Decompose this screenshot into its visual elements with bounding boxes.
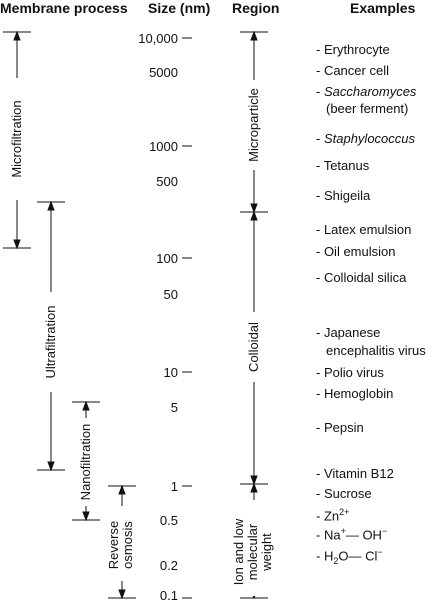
size-tick-label: 50 [163,287,178,302]
size-tick-label: 100 [156,251,178,266]
example-h2o-cl: - H2O— Cl− [316,545,383,569]
example-oh-sup: − [381,526,388,536]
ultrafiltration-label: Ultrafiltration [43,295,58,389]
nanofiltration-label: Nanofiltration [78,419,93,505]
ultrafiltration-arrow-down [47,461,55,472]
nanofiltration-arrow-down [82,511,90,522]
example-colloidal-silica: - Colloidal silica [316,270,407,285]
reverse-osmosis-label-line2: osmosis [120,521,135,569]
size-tick-label: 0.2 [159,558,178,573]
reverse-osmosis-label: Reverse osmosis [106,509,137,581]
example-staphylococcus-name: Staphylococcus [323,131,416,146]
ionic-label: Ion and low molecular weight [231,508,276,596]
example-hemoglobin: - Hemoglobin [316,386,394,401]
ionic-label-line2: molecular [245,523,260,581]
example-staphylococcus: - Staphylococcus [316,131,415,146]
example-na-oh: - Na+— OH− [316,524,387,542]
microfiltration-arrow-up [13,30,21,41]
header-membrane-process: Membrane process [0,0,128,16]
example-shigeila: - Shigeila [316,188,371,203]
example-japanese: - Japanese [316,325,381,340]
example-encephalitis-virus: encephalitis virus [326,343,426,358]
example-saccharomyces: - Saccharomyces [316,84,416,99]
example-sucrose: - Sucrose [316,486,372,501]
size-tick-label: 500 [156,174,178,189]
ionic-label-line1: Ion and low [231,518,246,586]
colloidal-arrow-up [250,210,258,221]
example-zinc-text: - Zn [316,508,340,524]
reverse-osmosis-arrow-down [118,589,126,600]
size-tick-label: 1000 [149,139,178,154]
size-tick-label: 0.1 [159,588,178,603]
example-na-text: - Na [316,527,341,543]
reverse-osmosis-label-line1: Reverse [106,520,121,570]
example-h2o-sub: 2 [333,555,339,566]
example-polio-virus: - Polio virus [316,365,384,380]
example-saccharomyces-name: Saccharomyces [323,84,417,99]
example-tetanus: - Tetanus [316,158,370,173]
size-tick-label: 10 [163,365,178,380]
microfiltration-label: Microfiltration [9,93,24,185]
nanofiltration-arrow-up [82,400,90,411]
size-tick-label: 0.5 [159,513,178,528]
header-region: Region [232,0,280,16]
example-h2o-prefix: - H [316,548,334,564]
example-na-sup: + [340,526,346,536]
header-size: Size (nm) [148,0,211,16]
example-vitamin-b12: - Vitamin B12 [316,466,394,481]
example-oh-text: — OH [345,527,382,543]
ultrafiltration-arrow-up [47,200,55,211]
size-tick-label: 1 [170,479,178,494]
example-oil-emulsion: - Oil emulsion [316,244,396,259]
example-staphylococcus-dash: - [316,131,324,146]
microparticle-label: Microparticle [246,82,261,168]
example-cancer-cell: - Cancer cell [316,63,389,78]
example-pepsin: - Pepsin [316,420,364,435]
microfiltration-arrow-down [13,239,21,250]
colloidal-arrow-down [250,475,258,486]
header-examples: Examples [350,0,416,16]
example-zinc: - Zn2+ [316,505,349,523]
size-tick-label: 5000 [149,65,178,80]
microparticle-arrow-up [250,30,258,41]
reverse-osmosis-arrow-up [118,484,126,495]
colloidal-label: Colloidal [246,314,261,380]
example-saccharomyces-dash: - [316,84,324,99]
ionic-arrow-up [250,482,258,493]
example-zinc-sup: 2+ [339,507,350,517]
size-tick-label: 5 [170,400,178,415]
example-beer-ferment: (beer ferment) [326,101,409,116]
size-axis: 10,000 5000 1000 500 100 50 10 5 1 0.5 0… [120,0,178,603]
microparticle-arrow-down [250,203,258,214]
example-cl-sup: − [377,547,383,557]
ionic-label-line3: weight [259,533,274,571]
size-tick-label: 10,000 [138,31,178,46]
example-erythrocyte: - Erythrocyte [316,42,390,57]
example-latex-emulsion: - Latex emulsion [316,222,412,237]
example-h2o-rest: O— Cl [338,548,378,564]
